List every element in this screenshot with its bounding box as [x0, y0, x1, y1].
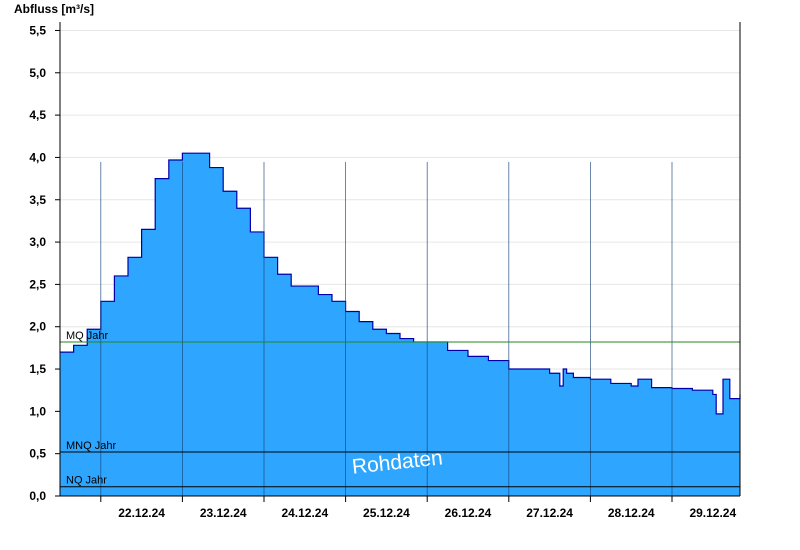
y-axis-ticks: 0,0 0,5 1,0 1,5 2,0 2,5 3,0 3,5 4,0 4,5 5,0 5,5: [29, 23, 60, 503]
x-tick-label: 27.12.24: [526, 506, 573, 520]
reference-label: MNQ Jahr: [66, 440, 116, 452]
y-tick-label: 1,0: [29, 404, 46, 418]
x-tick-label: 24.12.24: [281, 506, 328, 520]
y-tick-label: 0,5: [29, 447, 46, 461]
reference-label: MQ Jahr: [66, 330, 109, 342]
x-tick-label: 28.12.24: [608, 506, 655, 520]
discharge-area: [60, 153, 740, 497]
y-tick-label: 3,5: [29, 193, 46, 207]
y-tick-label: 5,0: [29, 66, 46, 80]
y-tick-label: 0,0: [29, 489, 46, 503]
y-tick-label: 1,5: [29, 362, 46, 376]
x-tick-label: 23.12.24: [200, 506, 247, 520]
y-tick-label: 2,5: [29, 277, 46, 291]
y-tick-label: 4,5: [29, 108, 46, 122]
axes: [59, 22, 741, 497]
x-tick-label: 26.12.24: [445, 506, 492, 520]
y-tick-label: 3,0: [29, 235, 46, 249]
y-tick-label: 4,0: [29, 150, 46, 164]
reference-lines: MQ Jahr MNQ Jahr NQ Jahr: [60, 330, 740, 488]
x-tick-label: 29.12.24: [689, 506, 736, 520]
x-tick-label: 22.12.24: [118, 506, 165, 520]
plot-area: [60, 152, 741, 497]
discharge-line: [60, 152, 741, 415]
y-tick-label: 5,5: [29, 23, 46, 37]
reference-label: NQ Jahr: [66, 475, 107, 487]
x-axis-ticks: 22.12.24 23.12.24 24.12.24 25.12.24 26.12.24…: [100, 496, 736, 520]
y-axis-label: Abfluss [m³/s]: [14, 2, 94, 16]
y-tick-label: 2,0: [29, 320, 46, 334]
x-tick-label: 25.12.24: [363, 506, 410, 520]
day-separators: [100, 162, 673, 496]
